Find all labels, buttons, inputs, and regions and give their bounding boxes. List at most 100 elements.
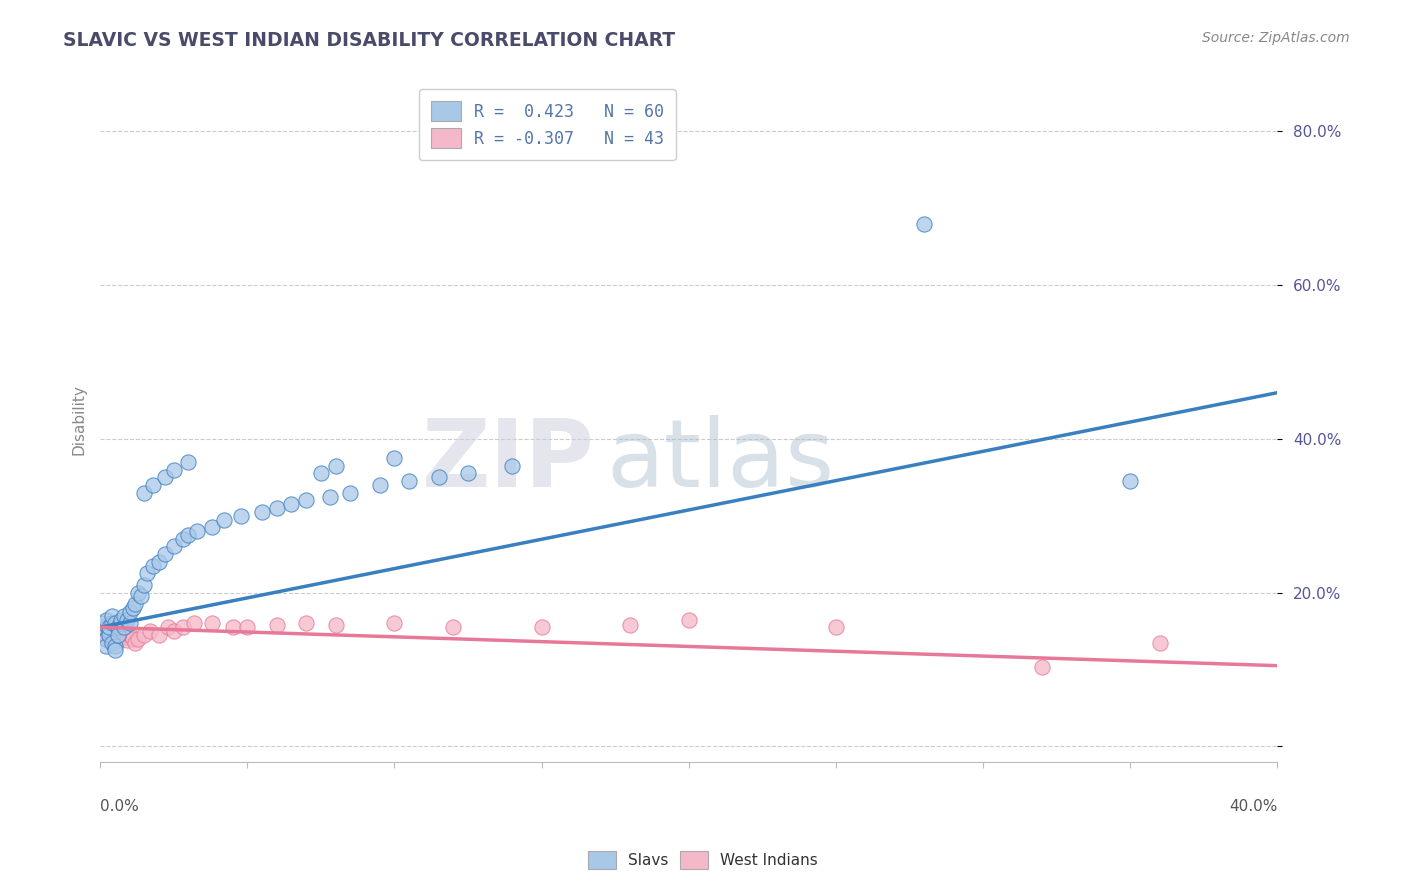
Point bbox=[107, 628, 129, 642]
Point bbox=[131, 590, 153, 604]
Text: SLAVIC VS WEST INDIAN DISABILITY CORRELATION CHART: SLAVIC VS WEST INDIAN DISABILITY CORRELA… bbox=[63, 31, 675, 50]
Legend: Slavs, West Indians: Slavs, West Indians bbox=[582, 845, 824, 875]
Point bbox=[101, 620, 124, 634]
Point bbox=[101, 635, 124, 649]
Point bbox=[825, 620, 848, 634]
Point bbox=[318, 490, 340, 504]
Point bbox=[101, 624, 124, 638]
Point bbox=[97, 628, 120, 642]
Point bbox=[115, 630, 138, 644]
Point bbox=[139, 624, 162, 638]
Point bbox=[107, 620, 129, 634]
Point bbox=[112, 608, 135, 623]
Point bbox=[177, 455, 200, 469]
Point bbox=[309, 467, 332, 481]
Point bbox=[97, 624, 120, 638]
Point bbox=[221, 620, 243, 634]
Point bbox=[112, 625, 135, 640]
Point bbox=[101, 608, 124, 623]
Point bbox=[110, 613, 132, 627]
Point bbox=[115, 613, 138, 627]
Point bbox=[104, 630, 127, 644]
Point bbox=[142, 478, 165, 492]
Point bbox=[678, 613, 700, 627]
Point bbox=[163, 462, 186, 476]
Point bbox=[94, 628, 117, 642]
Point bbox=[325, 618, 347, 632]
Point bbox=[530, 620, 553, 634]
Point bbox=[186, 524, 208, 538]
Point bbox=[266, 618, 288, 632]
Point bbox=[384, 616, 406, 631]
Point bbox=[236, 620, 259, 634]
Point bbox=[91, 620, 114, 634]
Legend: R =  0.423   N = 60, R = -0.307   N = 43: R = 0.423 N = 60, R = -0.307 N = 43 bbox=[419, 89, 676, 160]
Point bbox=[295, 616, 318, 631]
Point bbox=[118, 605, 141, 619]
Point bbox=[136, 566, 159, 581]
Point bbox=[163, 624, 186, 638]
Point bbox=[97, 620, 120, 634]
Point bbox=[148, 628, 170, 642]
Point bbox=[325, 458, 347, 473]
Point bbox=[339, 485, 361, 500]
Point bbox=[1149, 635, 1171, 649]
Point bbox=[163, 540, 186, 554]
Text: atlas: atlas bbox=[606, 415, 835, 507]
Point bbox=[104, 625, 127, 640]
Point bbox=[118, 616, 141, 631]
Point bbox=[183, 616, 205, 631]
Point bbox=[104, 640, 127, 654]
Point bbox=[91, 620, 114, 634]
Point bbox=[1119, 474, 1142, 488]
Point bbox=[134, 578, 156, 592]
Point bbox=[441, 620, 464, 634]
Point bbox=[427, 470, 450, 484]
Point bbox=[134, 628, 156, 642]
Text: Source: ZipAtlas.com: Source: ZipAtlas.com bbox=[1202, 31, 1350, 45]
Point bbox=[619, 618, 641, 632]
Point bbox=[153, 547, 176, 561]
Point bbox=[110, 624, 132, 638]
Point bbox=[121, 601, 143, 615]
Point bbox=[212, 512, 235, 526]
Point bbox=[107, 628, 129, 642]
Point bbox=[398, 474, 420, 488]
Point bbox=[91, 616, 114, 631]
Point bbox=[201, 616, 224, 631]
Point bbox=[104, 643, 127, 657]
Point bbox=[153, 470, 176, 484]
Point bbox=[94, 632, 117, 646]
Text: ZIP: ZIP bbox=[422, 415, 595, 507]
Point bbox=[94, 640, 117, 654]
Point bbox=[280, 497, 302, 511]
Point bbox=[124, 635, 146, 649]
Point bbox=[112, 620, 135, 634]
Point bbox=[110, 628, 132, 642]
Point bbox=[177, 528, 200, 542]
Point bbox=[1031, 660, 1053, 674]
Point bbox=[148, 555, 170, 569]
Point bbox=[384, 451, 406, 466]
Point bbox=[118, 628, 141, 642]
Point bbox=[115, 633, 138, 648]
Point bbox=[97, 628, 120, 642]
Point bbox=[107, 633, 129, 648]
Point bbox=[101, 616, 124, 631]
Point bbox=[112, 620, 135, 634]
Point bbox=[266, 501, 288, 516]
Point bbox=[250, 505, 273, 519]
Point bbox=[142, 558, 165, 573]
Point bbox=[121, 632, 143, 646]
Point bbox=[134, 485, 156, 500]
Point bbox=[91, 624, 114, 638]
Point bbox=[201, 520, 224, 534]
Point bbox=[912, 217, 935, 231]
Point bbox=[295, 493, 318, 508]
Point bbox=[156, 620, 179, 634]
Point bbox=[231, 508, 253, 523]
Point bbox=[172, 532, 194, 546]
Text: 40.0%: 40.0% bbox=[1229, 799, 1277, 814]
Point bbox=[124, 597, 146, 611]
Point bbox=[94, 632, 117, 646]
